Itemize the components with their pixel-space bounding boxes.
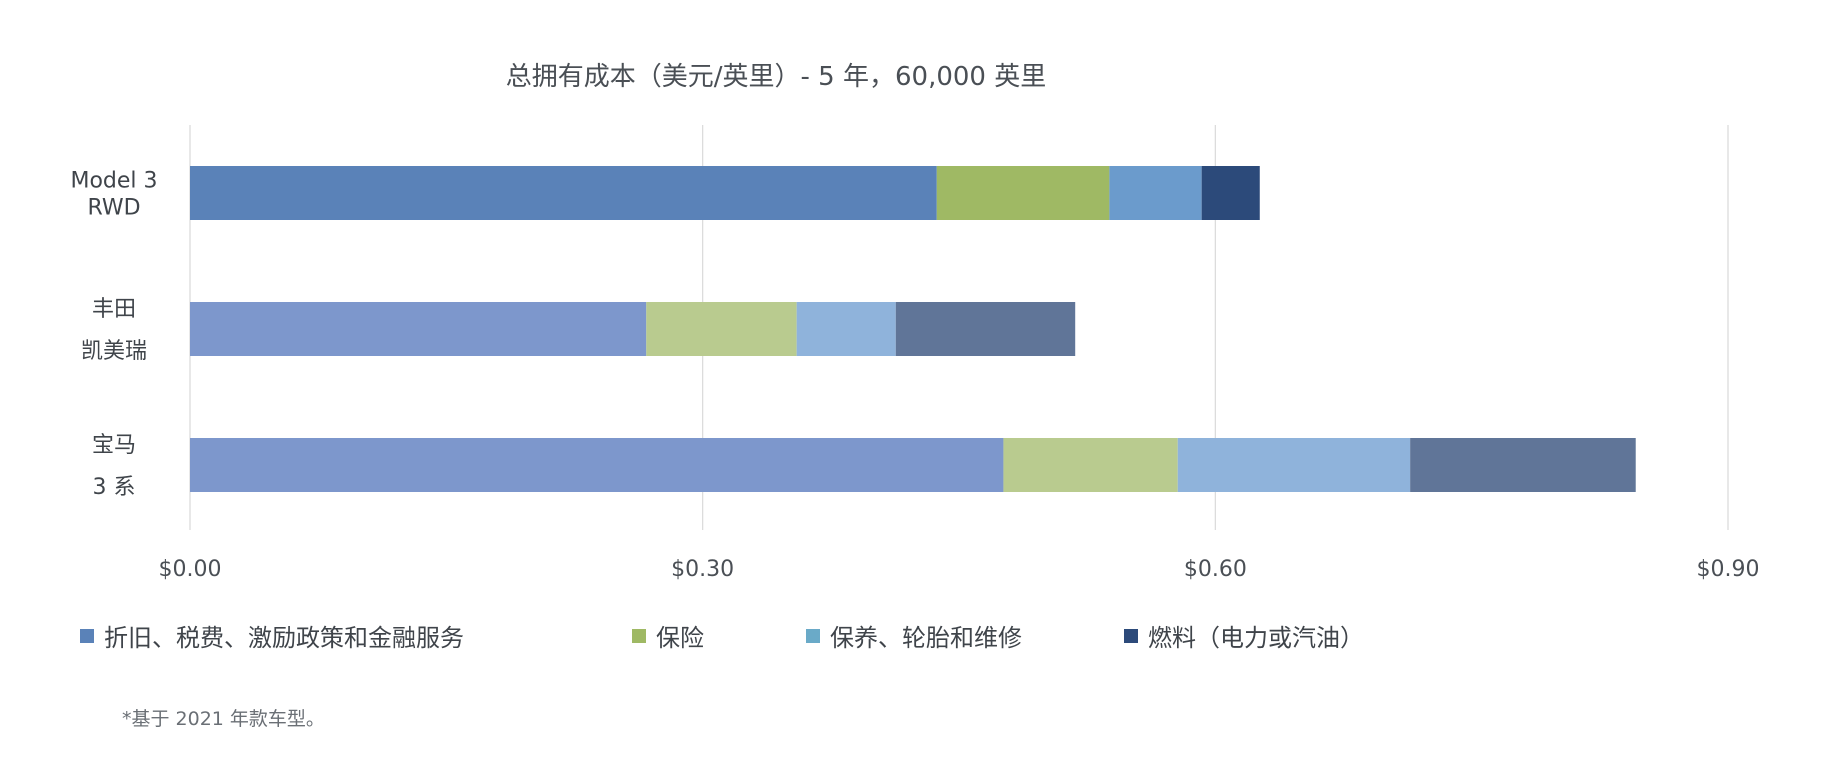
chart: 总拥有成本（美元/英里）- 5 年，60,000 英里 $0.00 $0.30 $0… [70, 62, 1760, 582]
category-label: 凯美瑞 [81, 339, 147, 364]
bar-segment [936, 166, 1110, 220]
bar-segment [895, 302, 1076, 356]
bar-segment [796, 302, 896, 356]
x-tick-label: $0.30 [671, 557, 734, 582]
legend-swatch-maintenance [806, 628, 820, 643]
bar-segment [1003, 438, 1178, 492]
legend-item-depreciation: 折旧、税费、激励政策和金融服务 [80, 618, 464, 653]
legend-label-maintenance: 保养、轮胎和维修 [830, 624, 1022, 652]
x-tick-label: $0.60 [1184, 557, 1247, 582]
footnote: *基于 2021 年款车型。 [122, 708, 325, 730]
legend: 折旧、税费、激励政策和金融服务 保险 保养、轮胎和维修 燃料（电力或汽油） [0, 618, 1836, 654]
legend-label-fuel: 燃料（电力或汽油） [1148, 624, 1364, 652]
bar-segment [1177, 438, 1411, 492]
legend-item-fuel: 燃料（电力或汽油） [1124, 618, 1364, 653]
bar-segment [1410, 438, 1636, 492]
chart-title: 总拥有成本（美元/英里）- 5 年，60,000 英里 [506, 62, 1046, 92]
bar-segment [1109, 166, 1202, 220]
legend-label-insurance: 保险 [656, 624, 704, 652]
legend-swatch-depreciation [80, 628, 94, 643]
legend-swatch-fuel [1124, 628, 1138, 643]
x-tick-label: $0.90 [1697, 557, 1760, 582]
x-axis-tick-labels: $0.00 $0.30 $0.60 $0.90 [159, 557, 1760, 582]
bars [190, 166, 1636, 492]
category-label: 丰田 [92, 297, 136, 322]
bar-segment [190, 302, 647, 356]
legend-item-maintenance: 保养、轮胎和维修 [806, 618, 1022, 653]
bar-segment [646, 302, 797, 356]
legend-item-insurance: 保险 [632, 618, 704, 653]
category-label: 3 系 [93, 475, 136, 500]
bar-segment [1201, 166, 1260, 220]
x-tick-label: $0.00 [159, 557, 222, 582]
bar-segment [190, 438, 1004, 492]
legend-swatch-insurance [632, 628, 646, 643]
category-label: 宝马 [92, 433, 136, 458]
category-label: RWD [87, 196, 140, 221]
legend-label-depreciation: 折旧、税费、激励政策和金融服务 [104, 624, 464, 652]
category-label: Model 3 [70, 169, 157, 194]
bar-segment [190, 166, 937, 220]
